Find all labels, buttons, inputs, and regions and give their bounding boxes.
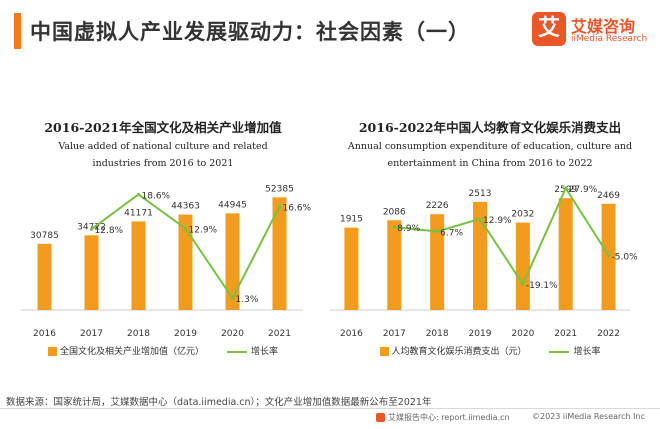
x-tick-label: 2018 (426, 329, 449, 339)
growth-rate-label: 12.9% (483, 216, 512, 226)
growth-rate-point-2018 (435, 229, 439, 234)
footer-logo-icon (376, 413, 385, 422)
bar-value-label: 34722 (77, 222, 106, 232)
bar-2020 (515, 222, 530, 310)
logo-mark-icon: 艾 (532, 12, 566, 46)
bar-value-label: 2086 (383, 207, 406, 217)
legend-item-bar: 全国文化及相关产业增加值（亿元） (48, 344, 204, 357)
growth-rate-label: -5.0% (612, 252, 639, 262)
growth-rate-label: 12.9% (189, 226, 218, 236)
chart-legend: 全国文化及相关产业增加值（亿元） 增长率 (3, 344, 323, 357)
growth-rate-point-2017 (89, 227, 94, 231)
footer-divider (0, 408, 660, 409)
x-tick-label: 2018 (127, 329, 150, 339)
growth-rate-point-2019 (478, 217, 482, 221)
bar-value-label: 2032 (511, 210, 534, 220)
x-tick-label: 2020 (511, 329, 534, 339)
bar-2016 (37, 243, 52, 310)
growth-rate-label: 8.9% (397, 224, 420, 234)
legend-label: 增长率 (573, 347, 601, 357)
bar-2017 (84, 235, 99, 310)
growth-rate-point-2017 (392, 225, 396, 229)
bar-2019 (178, 214, 193, 310)
title-accent-bar (14, 13, 21, 49)
legend-bar-swatch (379, 347, 389, 356)
bar-2018 (430, 214, 445, 310)
bar-2018 (131, 221, 146, 310)
chart-culture-value-added: 30785 2016 34722 2017 41171 2018 44363 2019 4494… (3, 106, 323, 366)
bar-value-label: 41171 (124, 208, 153, 218)
growth-rate-point-2020 (230, 296, 235, 300)
growth-rate-line (394, 186, 610, 287)
iimedia-logo: 艾 艾媒咨询 iiMedia Research (532, 12, 654, 52)
bar-value-label: 2469 (597, 191, 620, 201)
chart-title: 2016-2022年中国人均教育文化娱乐消费支出 (358, 120, 622, 135)
bar-value-label: 52385 (265, 184, 294, 194)
growth-rate-point-2022 (606, 253, 611, 257)
x-tick-label: 2016 (33, 329, 56, 339)
growth-rate-point-2018 (136, 192, 141, 196)
legend-bar-swatch (48, 347, 58, 356)
growth-rate-label: 6.7% (440, 229, 463, 239)
growth-rate-point-2019 (183, 227, 188, 231)
chart-title: 2016-2021年全国文化及相关产业增加值 (44, 120, 282, 135)
x-tick-label: 2017 (80, 329, 103, 339)
copyright-text: ©2023 iiMedia Research Inc (532, 412, 645, 421)
chart-subtitle: Annual consumption expenditure of educat… (330, 138, 650, 172)
page-title: 中国虚拟人产业发展驱动力：社会因素（一） (30, 20, 470, 44)
logo-name-cn: 艾媒咨询 (571, 17, 636, 36)
bar-2019 (473, 201, 487, 310)
legend-item-line: 增长率 (549, 344, 600, 357)
chart-subtitle: Value added of national culture and rela… (3, 138, 323, 172)
growth-rate-point-2020 (521, 282, 525, 286)
x-tick-label: 2019 (174, 329, 197, 339)
legend-item-line: 增长率 (226, 344, 278, 357)
chart-culture-value-added-plot: 30785 2016 34722 2017 41171 2018 44363 2019 4494… (21, 184, 312, 339)
legend-line-swatch (226, 350, 247, 353)
x-tick-label: 2021 (554, 329, 577, 339)
bar-2017 (387, 220, 402, 310)
growth-rate-point-2021 (277, 204, 282, 208)
logo-name-en: iiMedia Research (571, 34, 648, 44)
bar-value-label: 44945 (218, 200, 247, 210)
chart-education-culture-spending: 1915 2016 2086 2017 2226 2018 2513 2019 2032 2020… (330, 106, 650, 366)
bar-value-label: 2226 (426, 201, 449, 211)
bar-value-label: 1915 (340, 215, 363, 225)
chart-subtitle-line: Annual consumption expenditure of educat… (347, 141, 633, 152)
bar-value-label: 44363 (171, 202, 200, 212)
bar-2016 (344, 227, 359, 310)
legend-item-bar: 人均教育文化娱乐消费支出（元） (379, 344, 527, 357)
growth-rate-label: -19.1% (526, 281, 558, 291)
bar-2021 (558, 198, 573, 310)
x-tick-label: 2021 (268, 329, 291, 339)
legend-label: 人均教育文化娱乐消费支出（元） (391, 347, 527, 357)
growth-rate-label: 27.9% (569, 185, 598, 195)
bar-2021 (272, 197, 287, 310)
x-tick-label: 2022 (597, 329, 620, 339)
growth-rate-label: 12.8% (95, 226, 124, 236)
x-tick-label: 2020 (221, 329, 244, 339)
x-tick-label: 2016 (340, 329, 363, 339)
bar-value-label: 30785 (30, 231, 59, 241)
chart-education-culture-spending-plot: 1915 2016 2086 2017 2226 2018 2513 2019 2032 2020… (330, 185, 639, 339)
legend-label: 增长率 (250, 347, 278, 357)
report-center-label: 艾媒报告中心: report.iimedia.cn (388, 413, 510, 422)
chart-subtitle-line: entertainment in China from 2016 to 2022 (387, 158, 593, 169)
chart-legend: 人均教育文化娱乐消费支出（元） 增长率 (330, 344, 650, 357)
growth-rate-label: 1.3% (236, 295, 259, 305)
chart-subtitle-line: industries from 2016 to 2021 (92, 158, 234, 169)
growth-rate-label: 16.6% (283, 203, 312, 213)
x-tick-label: 2017 (383, 329, 406, 339)
report-center-text: 艾媒报告中心: report.iimedia.cn (376, 412, 510, 423)
x-tick-label: 2019 (469, 329, 492, 339)
legend-label: 全国文化及相关产业增加值（亿元） (60, 347, 205, 357)
bar-value-label: 2513 (469, 189, 492, 199)
legend-line-swatch (549, 350, 570, 353)
growth-rate-point-2021 (564, 186, 568, 190)
growth-rate-label: 18.6% (142, 191, 171, 201)
bar-2020 (225, 213, 240, 310)
data-source-note: 数据来源：国家统计局，艾媒数据中心（data.iimedia.cn）；文化产业增… (6, 397, 432, 408)
chart-subtitle-line: Value added of national culture and rela… (58, 141, 268, 152)
